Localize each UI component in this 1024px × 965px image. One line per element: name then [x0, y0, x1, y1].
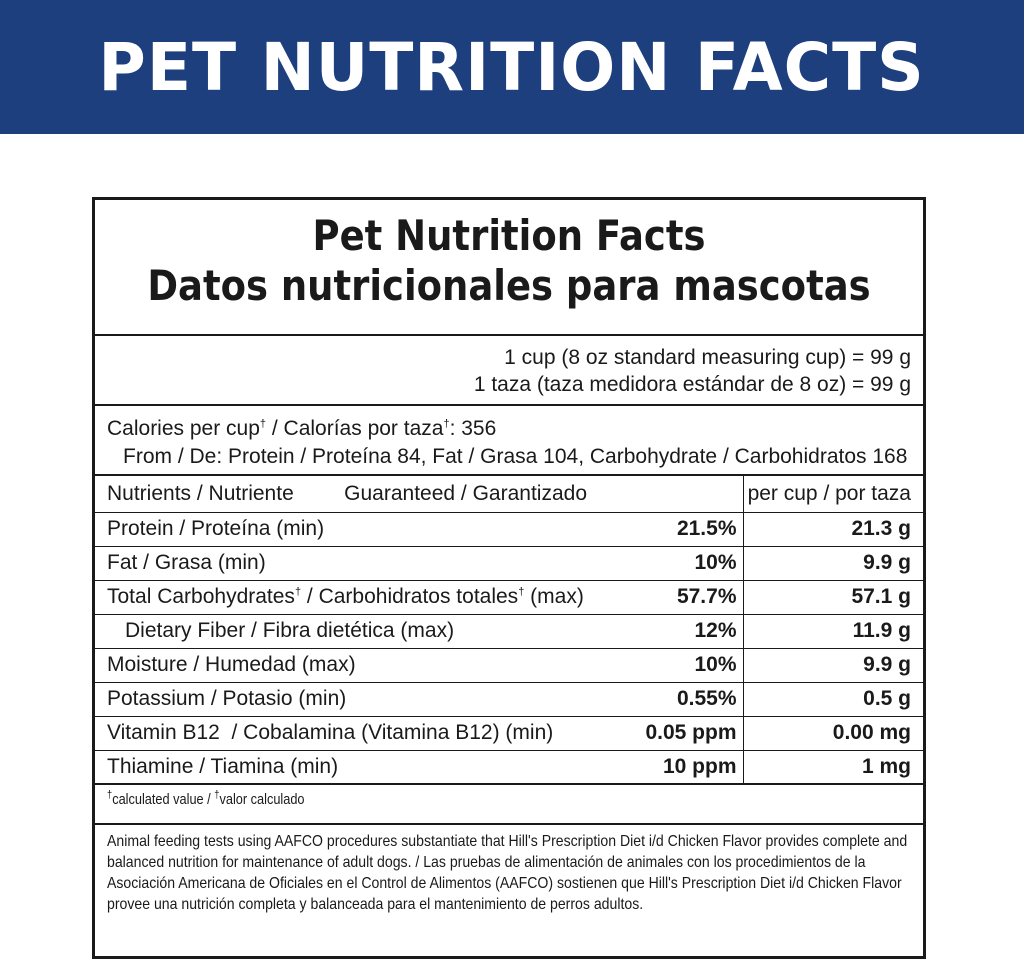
serving-size: 1 cup (8 oz standard measuring cup) = 99…	[95, 336, 923, 406]
nutrition-facts-panel: Pet Nutrition Facts Datos nutricionales …	[92, 197, 926, 959]
guaranteed-value: 0.05 ppm	[593, 716, 744, 751]
table-row: Protein / Proteína (min) 21.5% 21.3 g	[95, 512, 923, 547]
nutrient-name: Moisture / Humedad (max)	[95, 648, 593, 683]
per-cup-value: 57.1 g	[743, 580, 923, 615]
table-row: Vitamin B12 / Cobalamina (Vitamina B12) …	[95, 716, 923, 751]
header-guaranteed: Guaranteed / Garantizado	[344, 481, 587, 505]
statement-line: Asociación Americana de Oficiales en el …	[107, 875, 902, 892]
title-spanish: Datos nutricionales para mascotas	[147, 261, 871, 310]
header-per-cup: per cup / por taza	[743, 476, 923, 513]
dagger-mark: †	[294, 586, 302, 598]
aafco-statement: Animal feeding tests using AAFCO procedu…	[95, 825, 923, 915]
table-row: Potassium / Potasio (min) 0.55% 0.5 g	[95, 682, 923, 717]
header-guaranteed-cell	[593, 476, 744, 513]
table-row: Moisture / Humedad (max) 10% 9.9 g	[95, 648, 923, 683]
guaranteed-value: 21.5%	[593, 512, 744, 547]
guaranteed-value: 10%	[593, 546, 744, 581]
dagger-mark: †	[214, 789, 220, 801]
calories-section: Calories per cup† / Calorías por taza†: …	[95, 406, 923, 476]
header-nutrient: Nutrients / Nutriente Guaranteed / Garan…	[95, 476, 593, 513]
per-cup-value: 9.9 g	[743, 648, 923, 683]
guaranteed-value: 0.55%	[593, 682, 744, 717]
header-banner: PET NUTRITION FACTS	[0, 0, 1024, 134]
calories-from: From / De: Protein / Proteína 84, Fat / …	[123, 445, 908, 468]
per-cup-value: 0.5 g	[743, 682, 923, 717]
title-english: Pet Nutrition Facts	[312, 211, 706, 260]
dagger-mark: †	[107, 789, 113, 801]
guaranteed-value: 10%	[593, 648, 744, 683]
banner-title: PET NUTRITION FACTS	[98, 28, 926, 106]
calories-line: Calories per cup† / Calorías por taza†: …	[107, 417, 497, 440]
statement-line: provee una nutrición completa y balancea…	[107, 896, 644, 913]
nutrient-name: Total Carbohydrates† / Carbohidratos tot…	[95, 580, 593, 615]
nutrient-name: Fat / Grasa (min)	[95, 546, 593, 581]
table-row: Fat / Grasa (min) 10% 9.9 g	[95, 546, 923, 581]
dagger-mark: †	[443, 418, 450, 430]
table-row: Total Carbohydrates† / Carbohidratos tot…	[95, 580, 923, 615]
table-row: Dietary Fiber / Fibra dietética (max) 12…	[95, 614, 923, 649]
statement-line: Animal feeding tests using AAFCO procedu…	[107, 833, 908, 850]
calories-value: : 356	[449, 417, 497, 440]
per-cup-value: 1 mg	[743, 750, 923, 785]
per-cup-value: 21.3 g	[743, 512, 923, 547]
statement-line: balanced nutrition for maintenance of ad…	[107, 854, 866, 871]
nutrient-name: Thiamine / Tiamina (min)	[95, 750, 593, 785]
table-header: Nutrients / Nutriente Guaranteed / Garan…	[95, 476, 923, 513]
guaranteed-value: 12%	[593, 614, 744, 649]
nutrient-table: Nutrients / Nutriente Guaranteed / Garan…	[95, 476, 923, 785]
dagger-mark: †	[518, 586, 525, 598]
table-row: Thiamine / Tiamina (min) 10 ppm 1 mg	[95, 750, 923, 785]
guaranteed-value: 57.7%	[593, 580, 744, 615]
dagger-mark: †	[259, 418, 267, 430]
panel-title: Pet Nutrition Facts Datos nutricionales …	[95, 200, 923, 336]
serving-spanish: 1 taza (taza medidora estándar de 8 oz) …	[473, 373, 911, 396]
nutrient-name: Vitamin B12 / Cobalamina (Vitamina B12) …	[95, 716, 593, 751]
serving-english: 1 cup (8 oz standard measuring cup) = 99…	[504, 346, 911, 369]
per-cup-value: 11.9 g	[743, 614, 923, 649]
guaranteed-value: 10 ppm	[593, 750, 744, 785]
nutrient-name: Protein / Proteína (min)	[95, 512, 593, 547]
per-cup-value: 0.00 mg	[743, 716, 923, 751]
nutrient-name: Potassium / Potasio (min)	[95, 682, 593, 717]
nutrient-name: Dietary Fiber / Fibra dietética (max)	[95, 614, 593, 649]
per-cup-value: 9.9 g	[743, 546, 923, 581]
footnote: †calculated value / †valor calculado	[95, 785, 923, 825]
